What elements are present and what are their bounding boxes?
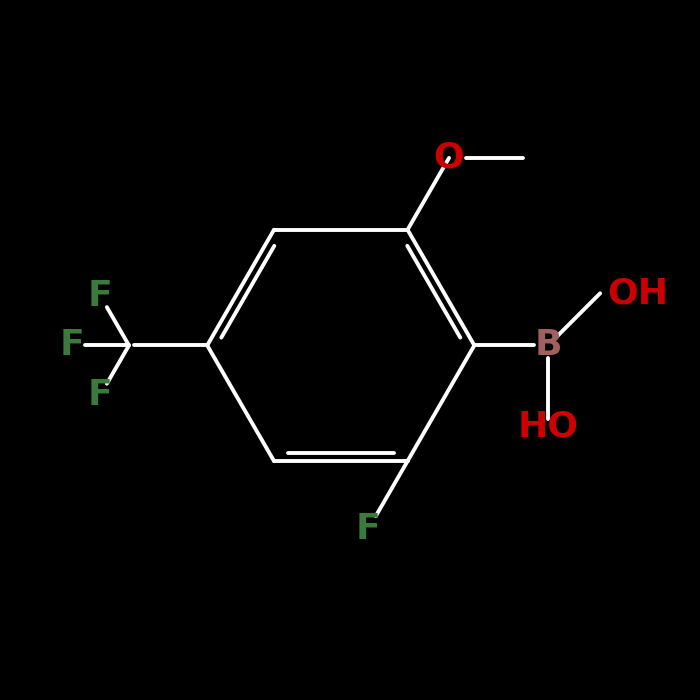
Text: F: F — [88, 378, 113, 412]
Text: F: F — [356, 512, 381, 546]
Text: OH: OH — [608, 276, 668, 310]
Text: F: F — [88, 279, 113, 313]
Text: B: B — [534, 328, 562, 363]
Text: HO: HO — [517, 410, 579, 443]
Text: F: F — [60, 328, 84, 363]
Text: O: O — [433, 141, 464, 175]
